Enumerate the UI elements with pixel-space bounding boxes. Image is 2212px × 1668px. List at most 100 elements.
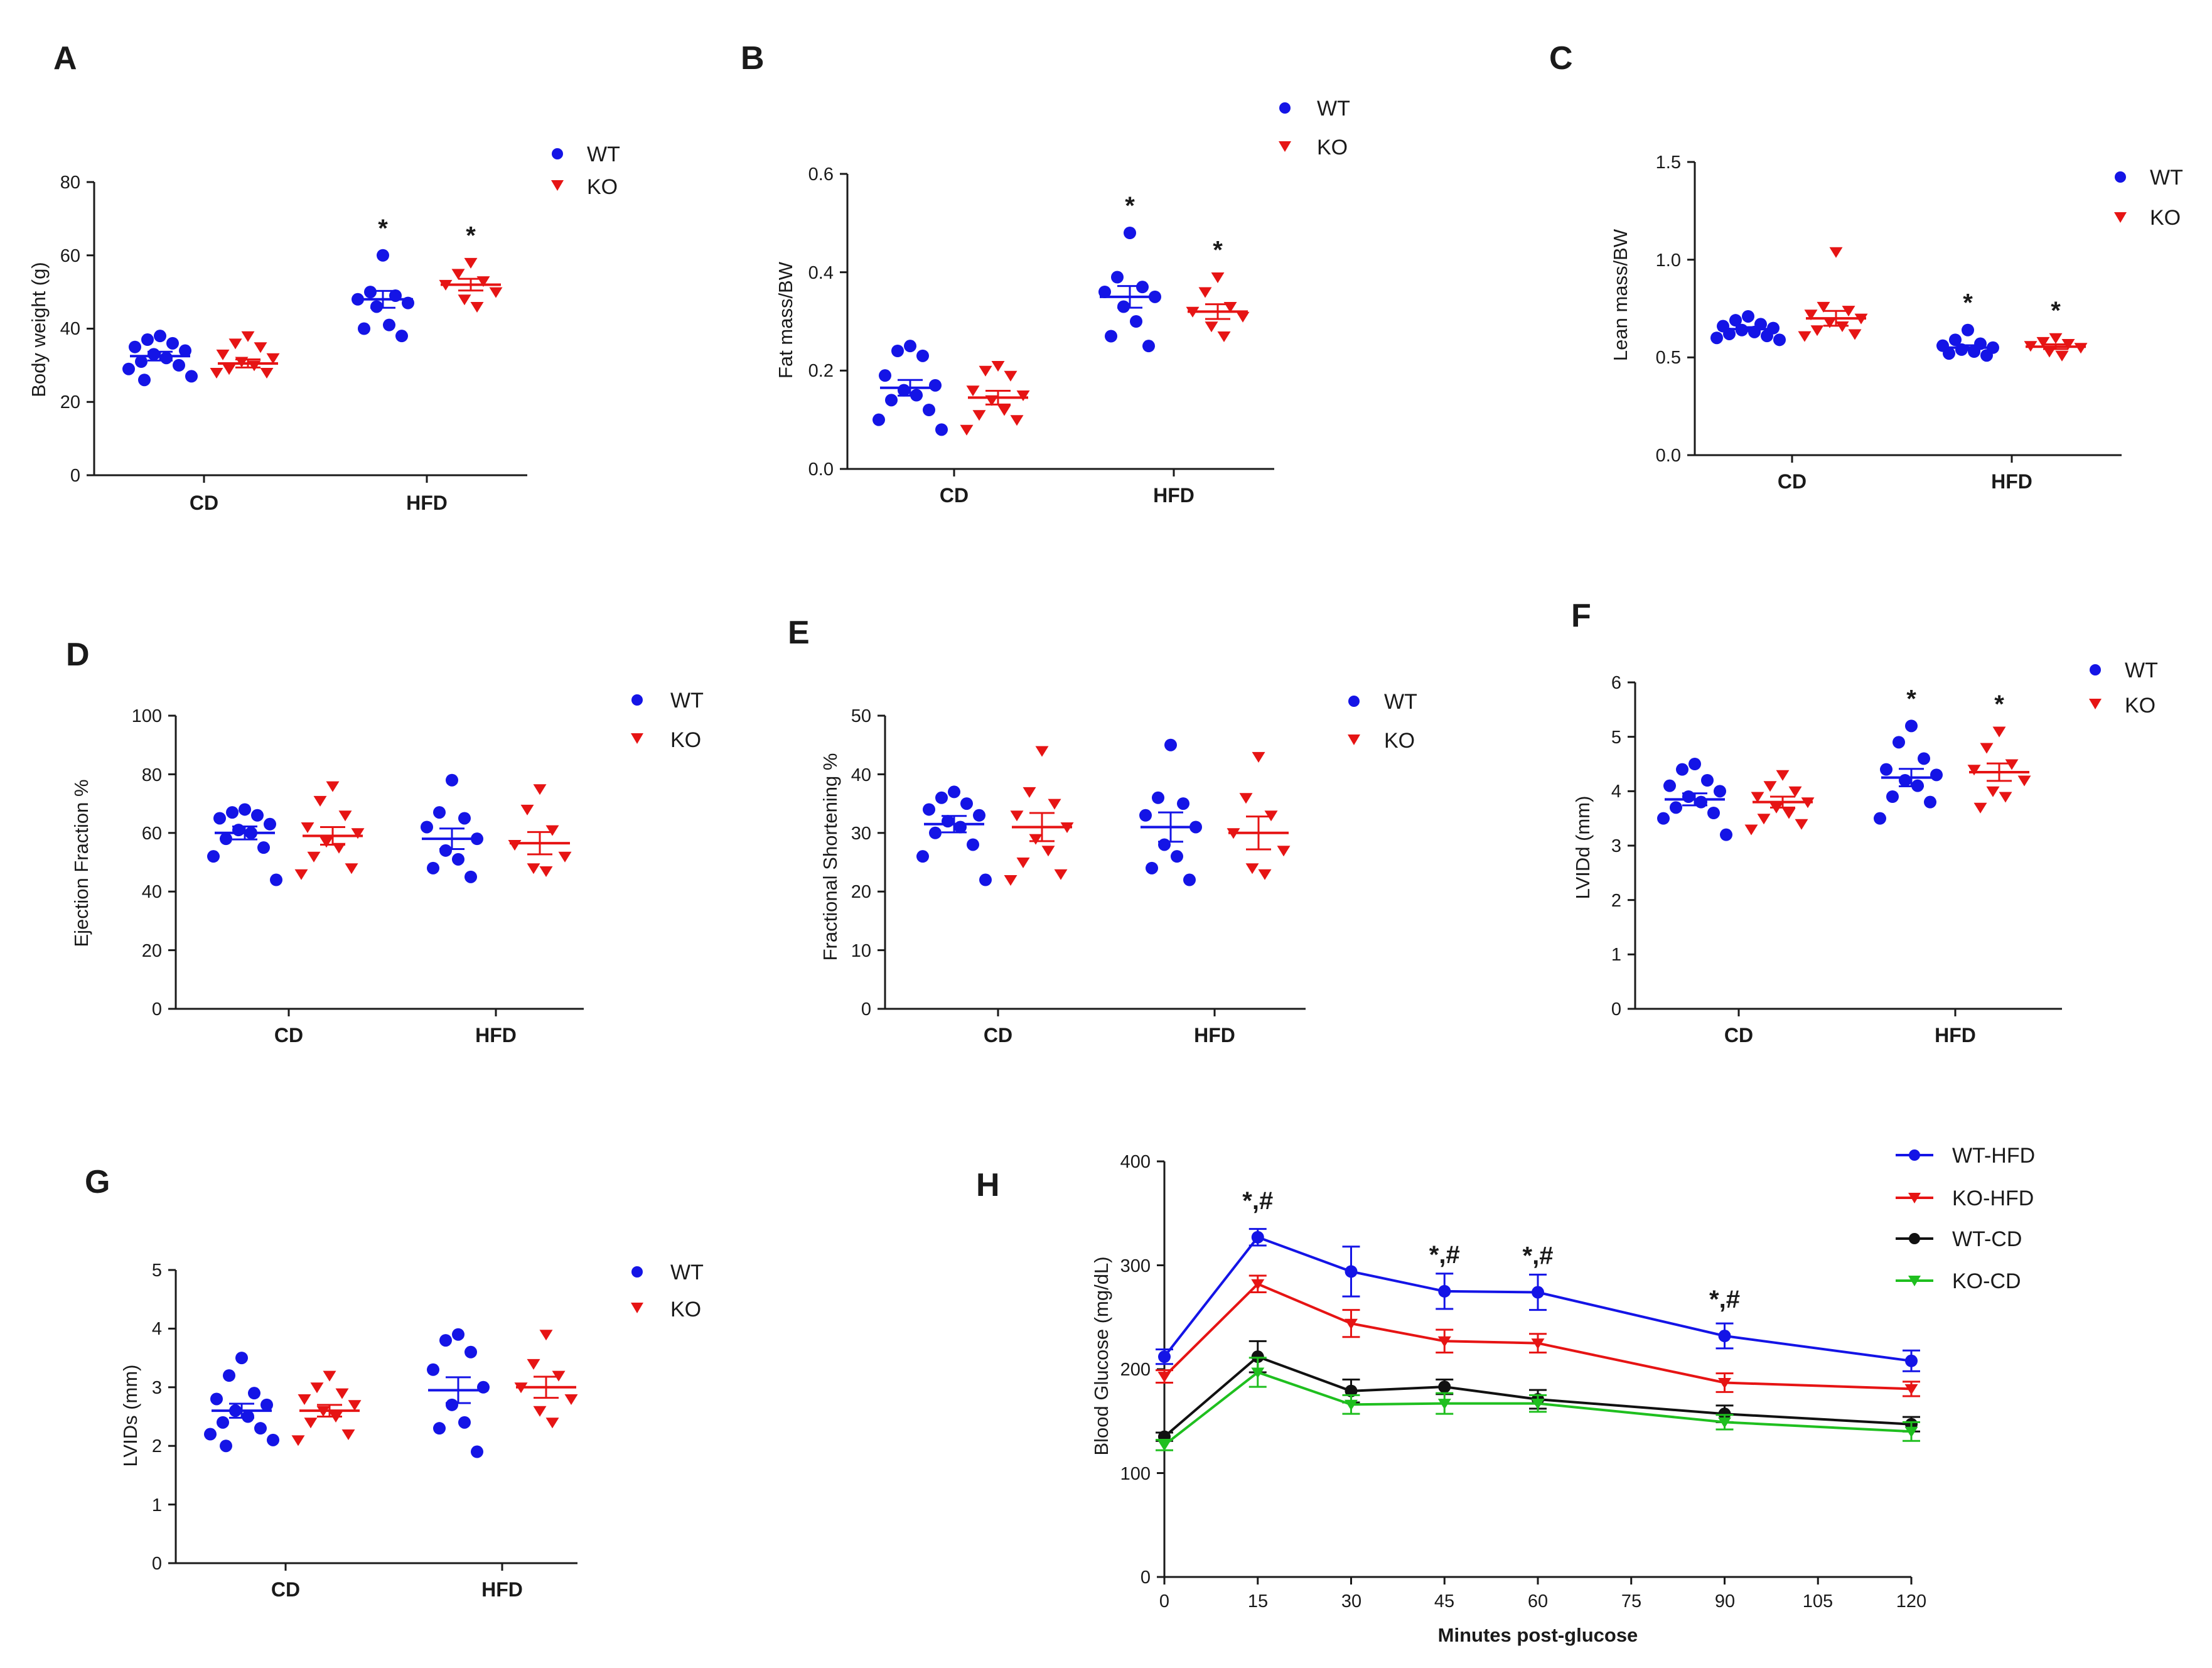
data-point: [1657, 812, 1670, 825]
legend-a: WT KO: [551, 143, 620, 199]
y-axis-line-b: [846, 174, 1274, 470]
data-point: [301, 822, 314, 833]
data-point: [935, 791, 948, 804]
significance-star: *: [1125, 192, 1135, 220]
legend-label-ko: KO: [2125, 694, 2156, 718]
data-point: [1773, 333, 1786, 347]
data-point: [464, 1345, 477, 1359]
data-point: [960, 797, 973, 810]
y-axis-title-b: Fat mass/BW: [775, 261, 797, 379]
x-tick-label: 30: [1341, 1591, 1361, 1612]
y-axis-line-e: [884, 716, 1306, 1010]
data-point: [1723, 327, 1736, 340]
data-point: [1776, 770, 1790, 781]
legend-e: WT KO: [1348, 690, 1417, 753]
legend-g: WT KO: [631, 1261, 704, 1321]
significance-star: *: [378, 215, 388, 242]
y-tick-label: 80: [142, 765, 162, 785]
x-category-label-cd: CD: [1778, 470, 1807, 493]
y-ticks-a: 0 20 40 60 80: [60, 173, 94, 486]
data-point: [1437, 1336, 1451, 1347]
x-tick-label: 45: [1434, 1591, 1454, 1612]
data-point: [923, 803, 935, 816]
data-point: [1345, 1265, 1358, 1278]
data-point: [1345, 1399, 1358, 1411]
x-ticks-h: 0 15 30 45 60 75 90 105 120: [1159, 1577, 1926, 1612]
data-point: [2074, 343, 2088, 354]
y-tick-label: 40: [851, 765, 871, 785]
y-axis-title-f: LVIDd (mm): [1572, 796, 1594, 900]
data-point: [217, 1416, 229, 1429]
data-point: [452, 853, 464, 866]
data-point: [1701, 774, 1714, 787]
y-ticks-c: 0.0 0.5 1.0 1.5: [1656, 153, 1695, 466]
y-tick-label: 0.0: [1656, 446, 1681, 466]
data-point: [1744, 824, 1758, 836]
data-point: [508, 840, 522, 851]
y-tick-label: 0.6: [808, 164, 834, 185]
data-point: [1124, 227, 1136, 239]
legend-marker-wt-hfd: [1909, 1149, 1920, 1161]
x-category-label-cd: CD: [1724, 1024, 1753, 1047]
data-point: [335, 1388, 349, 1399]
data-point: [2055, 350, 2069, 362]
data-point: [433, 1422, 446, 1435]
y-tick-label: 0.5: [1656, 348, 1681, 368]
data-point: [213, 812, 226, 825]
data-point: [477, 1380, 490, 1394]
legend-label-ko: KO: [670, 728, 701, 752]
data-point: [2049, 333, 2063, 344]
y-tick-label: 6: [1611, 673, 1621, 693]
data-point: [341, 1429, 355, 1440]
data-point: [1980, 349, 1993, 362]
data-point: [338, 810, 352, 822]
data-point: [446, 1398, 458, 1411]
data-point: [916, 349, 929, 362]
legend-marker-wt: [552, 148, 563, 159]
y-tick-label: 400: [1120, 1152, 1151, 1172]
y-tick-label: 5: [152, 1261, 162, 1281]
data-point: [266, 353, 280, 364]
y-axis-title-c: Lean mass/BW: [1609, 229, 1631, 361]
y-tick-label: 0: [152, 1554, 162, 1574]
data-point: [270, 873, 282, 886]
data-point: [223, 1369, 235, 1382]
data-point: [1023, 787, 1036, 798]
data-point: [1999, 792, 2012, 803]
y-axis-title-g: LVIDs (mm): [119, 1364, 141, 1466]
data-point: [1029, 834, 1043, 845]
data-point: [1035, 746, 1049, 757]
data-point: [1217, 331, 1231, 342]
significance-annotation: *,#: [1523, 1242, 1554, 1270]
x-axis-title-h: Minutes post-glucose: [1438, 1624, 1638, 1646]
data-point: [248, 1387, 260, 1400]
data-point: [1016, 390, 1030, 401]
data-point: [1277, 846, 1291, 857]
legend-label-wt: WT: [587, 143, 620, 166]
data-point: [1531, 1399, 1545, 1410]
x-tick-label: 15: [1248, 1591, 1268, 1612]
data-point: [427, 1363, 439, 1376]
legend-marker-wt: [1348, 696, 1360, 707]
y-tick-label: 5: [1611, 728, 1621, 748]
data-point: [464, 870, 477, 883]
data-point: [489, 287, 503, 298]
data-point: [1251, 1279, 1265, 1290]
y-tick-label: 1: [1611, 945, 1621, 965]
panel-letter-a: A: [53, 40, 77, 77]
data-point: [1251, 1350, 1264, 1364]
data-point: [960, 424, 974, 436]
data-point: [1848, 329, 1862, 340]
data-point: [1804, 309, 1818, 321]
y-axis-title-d: Ejection Fraction %: [70, 779, 92, 947]
y-tick-label: 1: [152, 1495, 162, 1515]
legend-label-wt: WT: [670, 1261, 704, 1284]
x-tick-label: 90: [1715, 1591, 1735, 1612]
y-axis-title-e: Fractional Shortening %: [819, 753, 841, 961]
data-point: [1817, 301, 1830, 313]
data-point: [1130, 315, 1142, 328]
data-point: [1345, 1384, 1358, 1397]
data-point: [1980, 743, 1994, 754]
legend-label-wt: WT: [1384, 690, 1417, 714]
